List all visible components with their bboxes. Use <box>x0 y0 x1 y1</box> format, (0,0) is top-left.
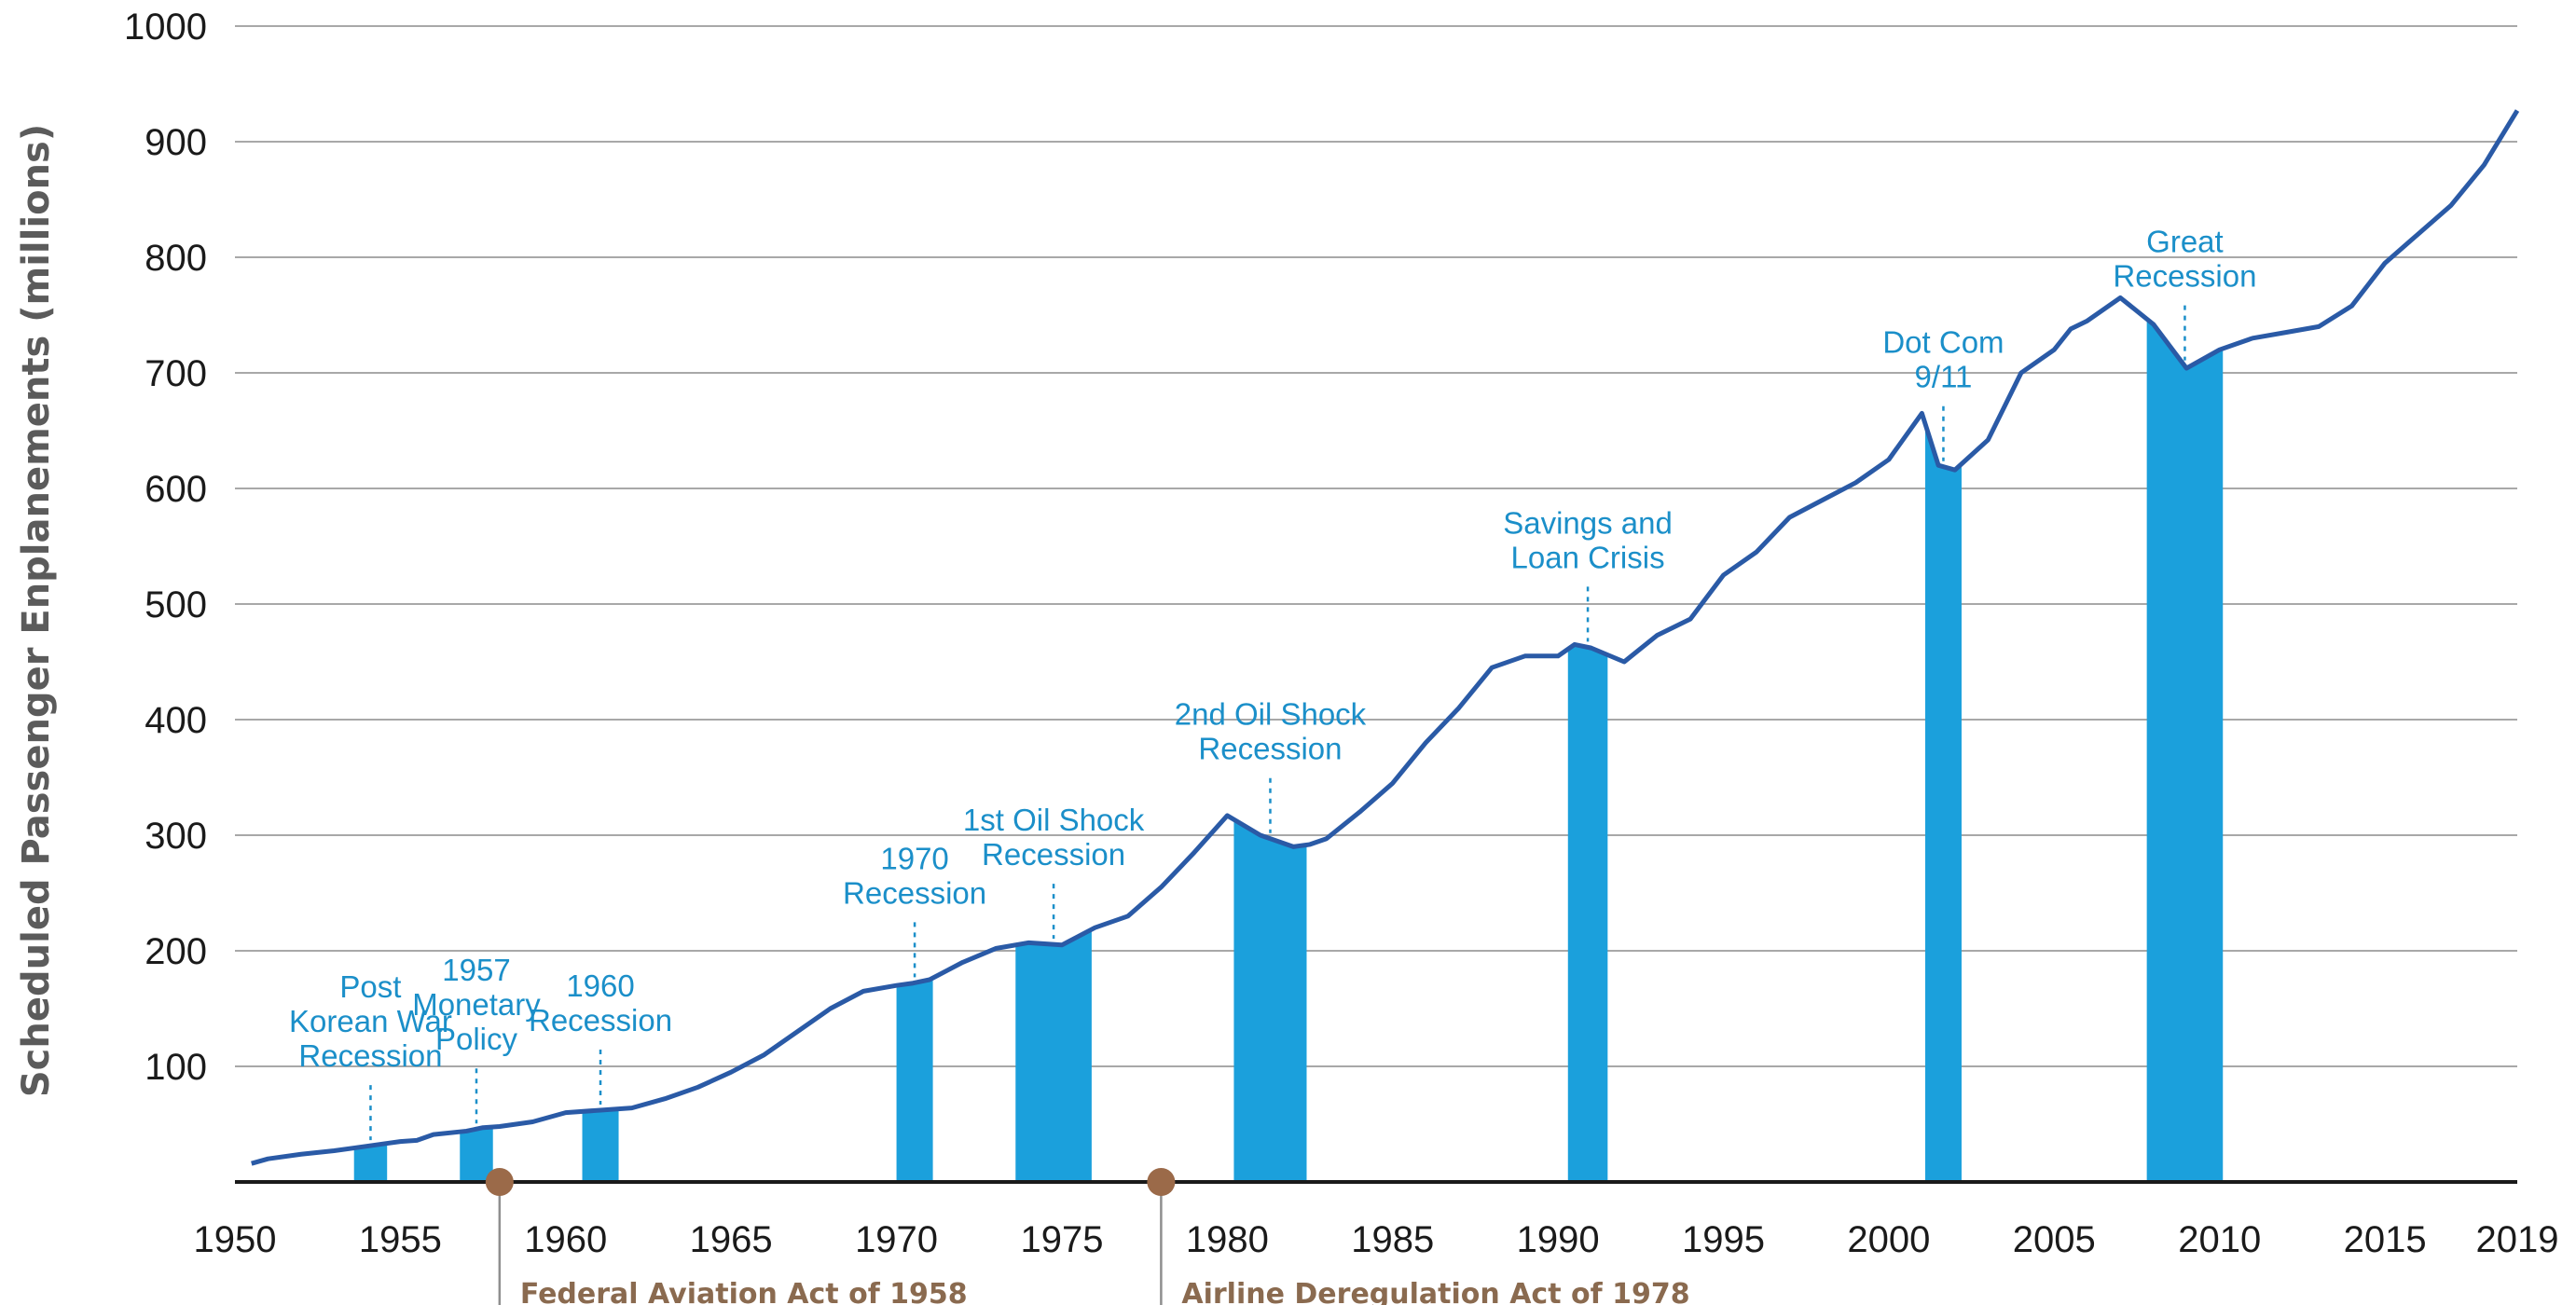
event-marker-dot <box>1147 1168 1176 1196</box>
recession-label: 1960 <box>566 968 634 1003</box>
y-tick-label: 800 <box>145 238 207 279</box>
recession-label: Post <box>339 969 401 1004</box>
recession-band <box>1567 644 1608 1182</box>
recession-label: Recession <box>982 837 1125 872</box>
y-tick-label: 200 <box>145 931 207 972</box>
x-tick-label: 1995 <box>1682 1219 1765 1260</box>
event-label: Airline Deregulation Act of 1978 <box>1181 1278 1689 1305</box>
event-label: Federal Aviation Act of 1958 <box>520 1278 968 1305</box>
x-tick-label: 2019 <box>2476 1219 2559 1260</box>
recession-band <box>582 1108 619 1182</box>
y-tick-labels: 1000 900 800 700 600 500 400 300 200 100 <box>124 7 207 1088</box>
recession-label: Recession <box>529 1003 672 1037</box>
recession-label: 1st Oil Shock <box>963 803 1145 837</box>
recession-label: Recession <box>298 1038 442 1073</box>
recession-label: 2nd Oil Shock <box>1175 697 1367 732</box>
x-tick-label: 1950 <box>194 1219 277 1260</box>
recession-label: Recession <box>1198 732 1342 766</box>
x-tick-label: 2000 <box>1847 1219 1930 1260</box>
recession-label: Korean War <box>289 1004 452 1038</box>
recession-label: Recession <box>843 875 986 910</box>
recession-band <box>460 1126 493 1182</box>
x-tick-label: 1975 <box>1020 1219 1103 1260</box>
x-tick-label: 1990 <box>1517 1219 1600 1260</box>
recession-label: Great <box>2146 225 2224 259</box>
series-line <box>251 109 2520 1166</box>
recession-label: Monetary <box>412 987 541 1022</box>
y-tick-label: 1000 <box>124 7 207 48</box>
y-tick-label: 900 <box>145 122 207 163</box>
recession-label: 1957 <box>442 953 510 987</box>
recession-bands <box>353 319 2224 1182</box>
y-tick-label: 600 <box>145 469 207 510</box>
recession-band <box>1233 819 1307 1182</box>
y-tick-label: 100 <box>145 1047 207 1088</box>
x-tick-label: 2010 <box>2178 1219 2261 1260</box>
recession-label: Dot Com <box>1882 325 2004 360</box>
recession-label: Recession <box>2113 259 2256 294</box>
y-tick-label: 300 <box>145 816 207 857</box>
series-line-group <box>251 109 2520 1166</box>
x-tick-label: 2005 <box>2013 1219 2096 1260</box>
x-tick-label: 1960 <box>524 1219 607 1260</box>
recession-band <box>2146 319 2224 1182</box>
x-tick-labels: 1950 1955 1960 1965 1970 1975 1980 1985 1990 1995… <box>194 1219 2559 1260</box>
x-tick-label: 1965 <box>690 1219 773 1260</box>
recession-label: 1970 <box>880 841 948 875</box>
legislation-events: Federal Aviation Act of 1958 Airline Dere… <box>485 1168 1690 1305</box>
event-marker-dot <box>485 1168 514 1196</box>
y-axis-label: Scheduled Passenger Enplanements (millio… <box>15 124 58 1097</box>
x-tick-label: 1955 <box>359 1219 442 1260</box>
gridlines <box>235 25 2517 1067</box>
recession-band <box>1924 423 1962 1182</box>
x-tick-label: 1980 <box>1186 1219 1269 1260</box>
recession-label: 9/11 <box>1915 360 1973 394</box>
recession-label: Policy <box>435 1022 518 1056</box>
x-tick-label: 1985 <box>1351 1219 1434 1260</box>
y-tick-label: 700 <box>145 353 207 394</box>
x-tick-label: 1970 <box>855 1219 938 1260</box>
x-tick-label: 2015 <box>2344 1219 2427 1260</box>
recession-label: Savings and <box>1503 505 1673 540</box>
recession-label: Loan Crisis <box>1511 540 1665 574</box>
recession-band <box>1015 929 1092 1182</box>
y-tick-label: 400 <box>145 700 207 741</box>
y-tick-label: 500 <box>145 584 207 625</box>
recession-band <box>353 1143 388 1182</box>
recession-band <box>896 978 933 1182</box>
